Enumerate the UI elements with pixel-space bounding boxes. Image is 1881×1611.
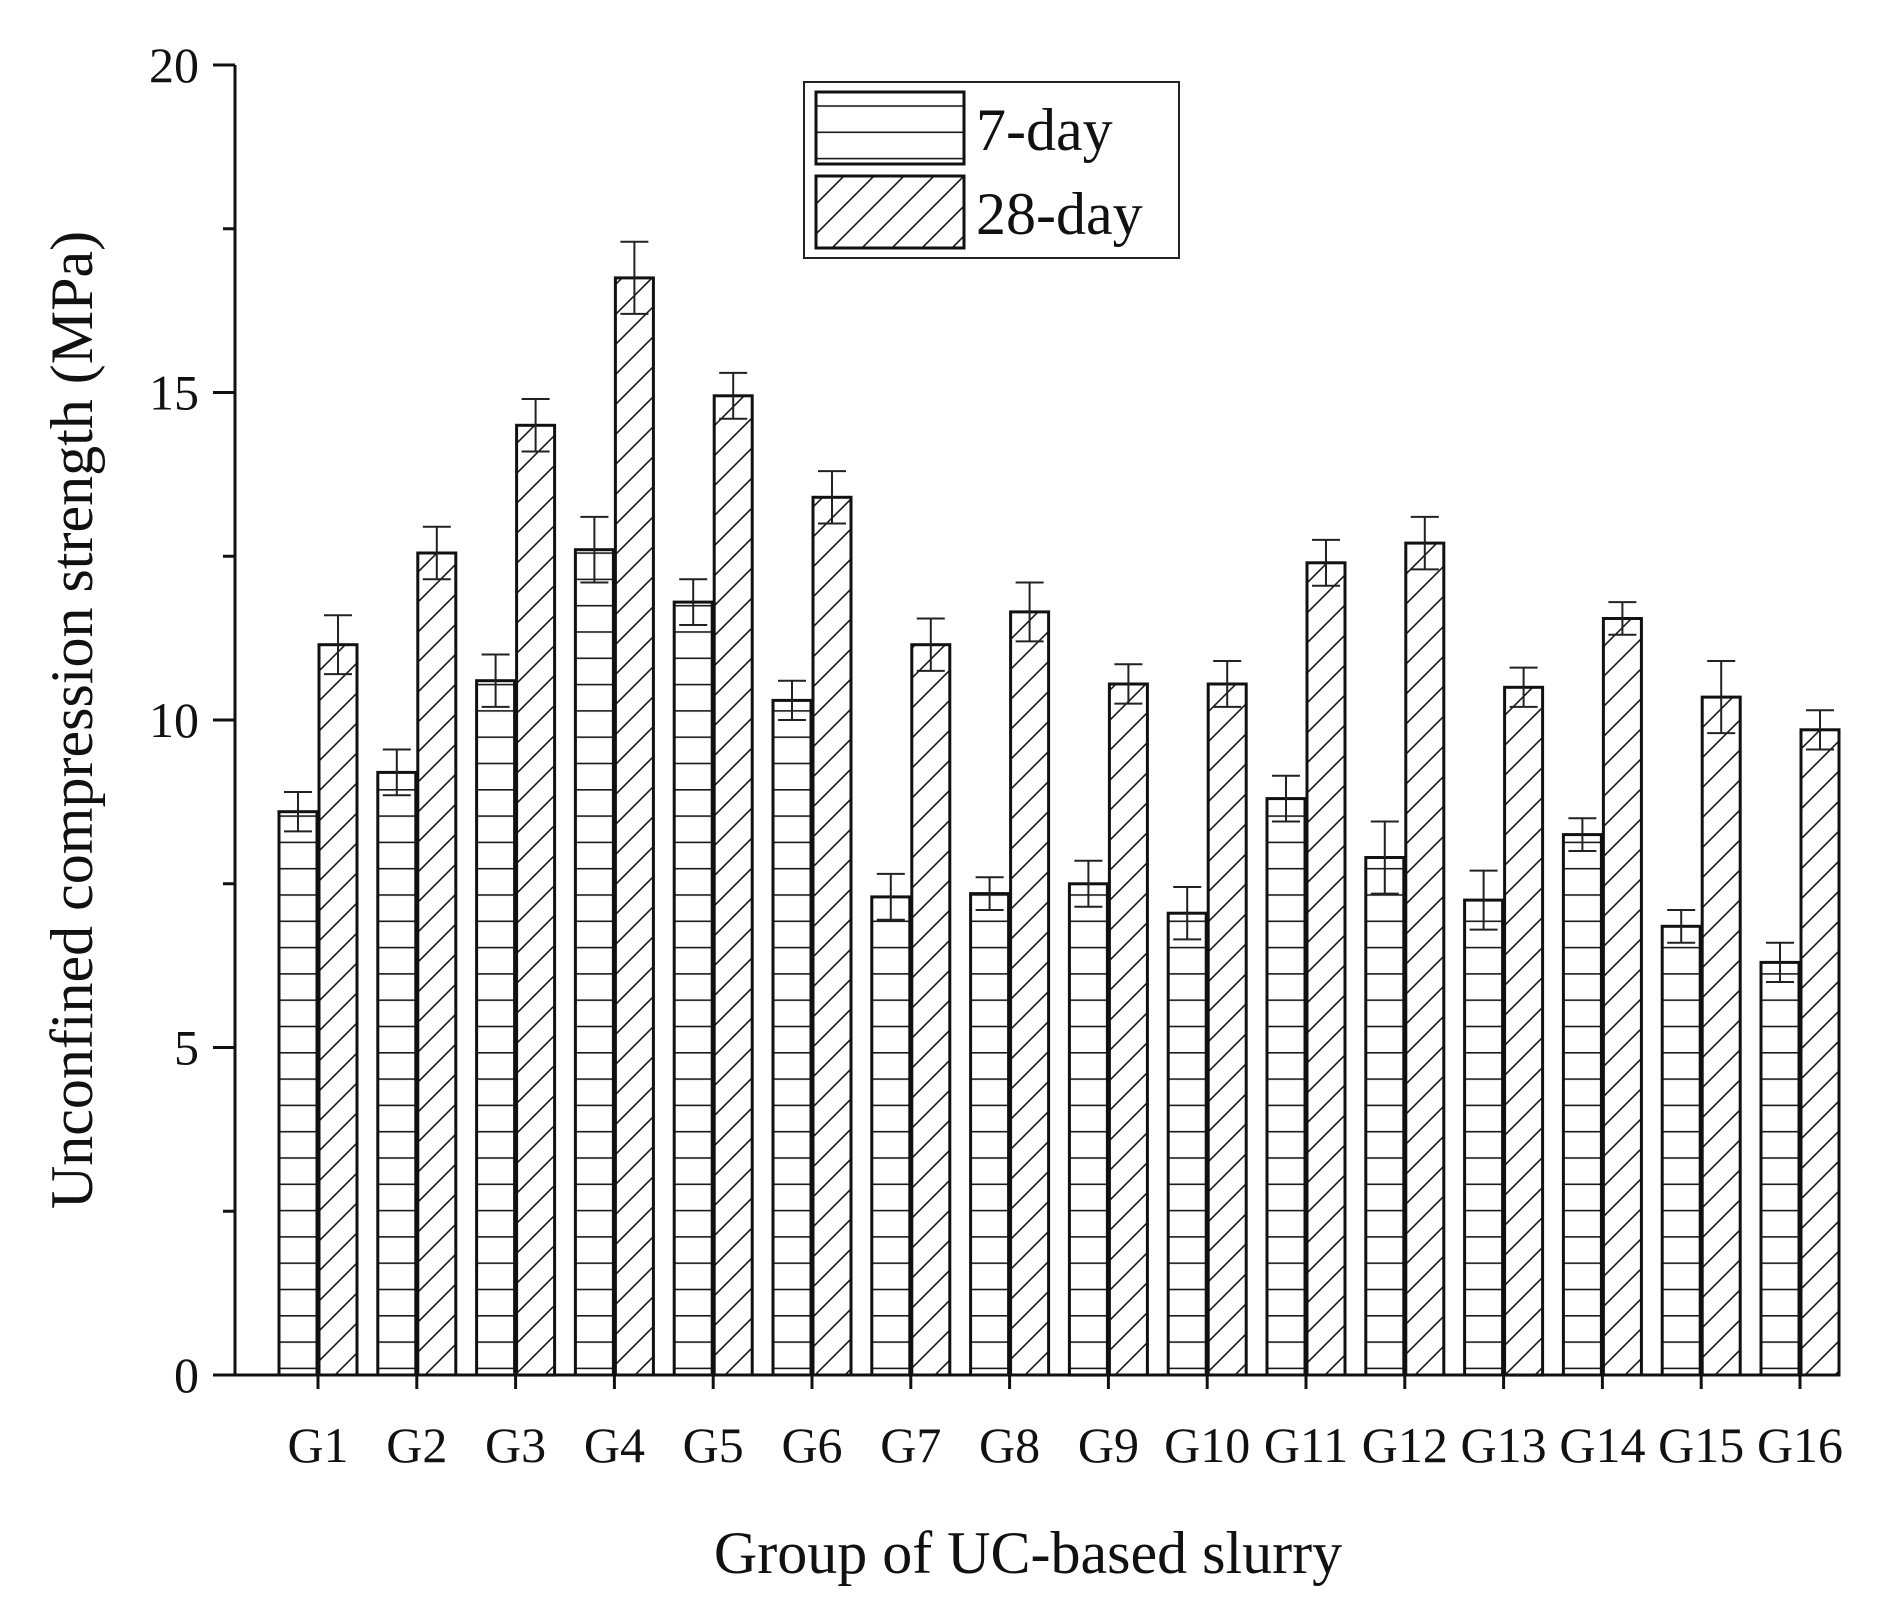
error-bar-7-day-g13 xyxy=(1469,869,1498,931)
error-bar-7-day-g6 xyxy=(778,679,806,721)
bar-7-day-g13 xyxy=(1463,898,1505,1377)
bar-28-day-g15 xyxy=(1700,695,1742,1377)
bar-28-day-g3 xyxy=(515,423,557,1377)
error-bar-28-day-g6 xyxy=(818,470,846,525)
legend-label-28-day: 28-day xyxy=(976,181,1143,247)
bar-7-day-g6 xyxy=(771,698,813,1377)
bar-7-day-g4 xyxy=(573,548,615,1377)
error-bar-7-day-g5 xyxy=(679,578,708,626)
x-ticks: G1 G2 G3 G4 G5 G6 G7 G8 G9 G10 G11 G12 G13 G14 G15 G16 xyxy=(287,1375,1843,1473)
bar-7-day-g16 xyxy=(1759,960,1801,1377)
bar-7-day-g12 xyxy=(1364,856,1406,1377)
bar-28-day-g16 xyxy=(1799,728,1841,1377)
bar-7-day-g14 xyxy=(1561,833,1603,1377)
error-bars-layer xyxy=(284,240,1834,983)
y-ticks: 0 5 10 15 20 xyxy=(149,37,235,1403)
error-bar-7-day-g16 xyxy=(1766,941,1794,983)
x-tick-label-g2: G2 xyxy=(386,1417,447,1473)
x-tick-label-g15: G15 xyxy=(1658,1417,1744,1473)
error-bar-7-day-g4 xyxy=(580,515,609,584)
bar-7-day-g10 xyxy=(1166,911,1208,1377)
x-tick-label-g5: G5 xyxy=(683,1417,744,1473)
x-tick-label-g1: G1 xyxy=(287,1417,348,1473)
error-bar-7-day-g9 xyxy=(1074,859,1103,908)
error-bar-28-day-g2 xyxy=(422,525,451,581)
error-bar-7-day-g15 xyxy=(1667,909,1696,944)
x-tick-label-g4: G4 xyxy=(584,1417,645,1473)
x-tick-label-g12: G12 xyxy=(1362,1417,1448,1473)
bar-7-day-g5 xyxy=(672,600,714,1377)
legend-label-7-day: 7-day xyxy=(976,97,1113,163)
error-bar-28-day-g8 xyxy=(1015,581,1044,643)
bar-7-day-g7 xyxy=(870,895,912,1377)
error-bar-7-day-g1 xyxy=(284,791,312,833)
bar-7-day-g2 xyxy=(376,770,418,1377)
error-bar-7-day-g10 xyxy=(1173,886,1202,941)
bar-28-day-g11 xyxy=(1305,561,1347,1377)
y-tick-label-5: 5 xyxy=(174,1020,199,1076)
error-bar-28-day-g15 xyxy=(1707,660,1736,735)
x-tick-label-g13: G13 xyxy=(1461,1417,1547,1473)
error-bar-7-day-g3 xyxy=(481,653,510,708)
bar-28-day-g10 xyxy=(1206,682,1248,1377)
bar-28-day-g1 xyxy=(317,643,359,1377)
error-bar-28-day-g1 xyxy=(324,614,352,676)
error-bar-7-day-g2 xyxy=(382,748,411,797)
y-tick-label-20: 20 xyxy=(149,37,199,93)
y-tick-label-10: 10 xyxy=(149,692,199,748)
y-tick-label-15: 15 xyxy=(149,365,199,421)
error-bar-28-day-g7 xyxy=(916,617,945,672)
bar-28-day-g5 xyxy=(712,394,754,1377)
bar-28-day-g13 xyxy=(1503,685,1545,1377)
bar-7-day-g8 xyxy=(969,892,1011,1377)
x-tick-label-g3: G3 xyxy=(485,1417,546,1473)
error-bar-28-day-g4 xyxy=(620,240,649,315)
y-axis-title: Unconfined compression strength (MPa) xyxy=(39,231,105,1209)
x-tick-label-g10: G10 xyxy=(1164,1417,1250,1473)
bar-28-day-g12 xyxy=(1404,541,1446,1377)
bar-28-day-g8 xyxy=(1009,610,1051,1377)
error-bar-28-day-g11 xyxy=(1312,538,1340,587)
x-tick-label-g14: G14 xyxy=(1559,1417,1645,1473)
bar-28-day-g2 xyxy=(416,551,458,1377)
x-tick-label-g9: G9 xyxy=(1078,1417,1139,1473)
error-bar-28-day-g16 xyxy=(1806,709,1834,751)
error-bar-7-day-g11 xyxy=(1272,774,1300,823)
bar-28-day-g7 xyxy=(910,643,952,1377)
bar-28-day-g6 xyxy=(811,495,853,1377)
x-tick-label-g8: G8 xyxy=(979,1417,1040,1473)
x-tick-label-g16: G16 xyxy=(1757,1417,1843,1473)
bar-7-day-g11 xyxy=(1265,797,1307,1377)
bar-28-day-g9 xyxy=(1107,682,1149,1377)
bar-7-day-g9 xyxy=(1067,882,1109,1377)
bar-28-day-g14 xyxy=(1601,617,1643,1377)
error-bar-28-day-g9 xyxy=(1114,663,1143,705)
x-axis-title: Group of UC-based slurry xyxy=(714,1520,1342,1586)
error-bar-28-day-g14 xyxy=(1608,601,1637,636)
error-bar-28-day-g10 xyxy=(1213,660,1242,708)
error-bar-7-day-g14 xyxy=(1568,817,1597,852)
x-tick-label-g7: G7 xyxy=(880,1417,941,1473)
legend-swatch-28-day xyxy=(814,174,966,250)
error-bar-7-day-g8 xyxy=(975,876,1004,911)
error-bar-7-day-g7 xyxy=(876,872,905,921)
bars-layer xyxy=(277,276,1841,1377)
x-tick-label-g11: G11 xyxy=(1264,1417,1348,1473)
x-tick-label-g6: G6 xyxy=(781,1417,842,1473)
error-bar-7-day-g12 xyxy=(1370,820,1399,895)
error-bar-28-day-g3 xyxy=(521,398,550,453)
error-bar-28-day-g5 xyxy=(719,371,748,420)
bar-7-day-g1 xyxy=(277,810,319,1377)
bar-7-day-g3 xyxy=(475,679,517,1377)
bar-28-day-g4 xyxy=(613,276,655,1377)
error-bar-28-day-g13 xyxy=(1509,666,1538,708)
bar-7-day-g15 xyxy=(1660,924,1702,1377)
y-tick-label-0: 0 xyxy=(174,1347,199,1403)
legend: 7-day 28-day xyxy=(803,81,1180,259)
legend-swatch-7-day xyxy=(814,90,966,166)
error-bar-28-day-g12 xyxy=(1410,515,1439,571)
